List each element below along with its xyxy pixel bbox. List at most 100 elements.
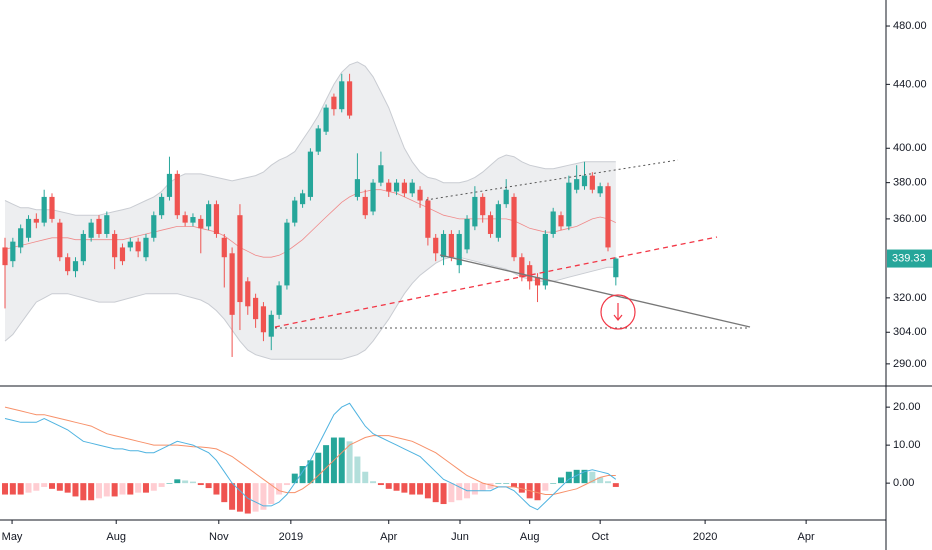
candle-body [292, 200, 298, 223]
candle-body [198, 218, 204, 229]
candle-body [127, 241, 133, 248]
candle-body [550, 211, 556, 234]
histogram-bar [166, 483, 173, 484]
histogram-bar [323, 445, 330, 484]
histogram-bar [229, 483, 236, 510]
histogram-bar [346, 441, 353, 484]
candle-body [65, 257, 71, 272]
histogram-bar [424, 483, 431, 499]
y-tick-label: 320.00 [893, 292, 927, 304]
y-tick-label: 400.00 [893, 142, 927, 154]
y-tick-label: 440.00 [893, 78, 927, 90]
candle-body [143, 237, 149, 258]
x-tick-label: 2019 [279, 531, 303, 543]
histogram-bar [558, 477, 565, 484]
candle-body [370, 182, 376, 212]
candle-body [276, 285, 282, 315]
candle-body [104, 215, 110, 234]
histogram-bar [370, 481, 377, 484]
candle-layer [2, 73, 619, 357]
candle-body [174, 173, 180, 216]
histogram-bar [448, 483, 455, 503]
histogram-bar [307, 460, 314, 484]
y-tick-label: 380.00 [893, 177, 927, 189]
drawings [274, 159, 751, 330]
candle-body [574, 179, 580, 190]
histogram-bar [72, 483, 79, 497]
target-circle [600, 294, 636, 330]
candle-body [393, 182, 400, 192]
candle-body [206, 204, 212, 227]
candle-body [49, 196, 55, 219]
candle-body [72, 261, 79, 272]
candle-body [511, 196, 517, 258]
histogram-bar [9, 483, 16, 495]
candle-body [597, 186, 603, 194]
histogram-bar [565, 471, 572, 484]
histogram-bar [385, 483, 392, 489]
x-tick-label: 2020 [693, 531, 717, 543]
histogram-bar [573, 469, 580, 484]
candle-body [386, 182, 392, 192]
candle-body [401, 182, 407, 194]
candle-body [253, 297, 259, 320]
histogram-bar [487, 483, 494, 489]
histogram-bar [142, 483, 149, 493]
candle-body [57, 222, 63, 258]
histogram-bar [456, 483, 463, 501]
y-tick-label: 0.00 [893, 477, 914, 489]
histogram-bar [377, 483, 384, 486]
macd-line [4, 402, 617, 511]
histogram-bar [612, 483, 619, 487]
histogram-bar [518, 483, 525, 493]
candle-body [495, 204, 501, 238]
histogram-bar [150, 483, 157, 491]
y-tick-label: 290.00 [893, 358, 927, 370]
candle-body [558, 215, 564, 227]
candle-body [268, 314, 274, 337]
histogram-bar [95, 483, 102, 499]
histogram-bar [291, 473, 298, 484]
histogram-bar [252, 483, 259, 512]
histogram-bar [440, 483, 447, 505]
candle-body [464, 218, 470, 250]
histogram-bar [417, 483, 424, 495]
histogram-bar [197, 483, 204, 486]
histogram-bar [127, 483, 134, 495]
candle-body [425, 200, 431, 238]
histogram-bar [597, 477, 604, 484]
candle-body [213, 204, 220, 234]
histogram-bar [158, 483, 165, 487]
histogram-bar [189, 481, 196, 484]
x-tick-label: Oct [592, 531, 609, 543]
candle-body [80, 233, 86, 262]
histogram-bar [260, 483, 267, 510]
histogram-bar [362, 471, 369, 484]
histogram-bar [88, 483, 95, 501]
candle-body [503, 189, 509, 205]
candle-body [409, 182, 415, 194]
x-tick-label: Aug [520, 531, 540, 543]
candle-body [88, 222, 94, 238]
histogram-bar [479, 483, 486, 491]
band-fill [5, 61, 616, 360]
histogram-bar [283, 483, 290, 486]
support-line [274, 236, 718, 328]
band-lower [4, 256, 616, 360]
histogram-bar [534, 483, 541, 501]
histogram-bar [511, 483, 518, 487]
y-tick-label: 20.00 [893, 401, 921, 413]
candle-body [166, 173, 173, 197]
histogram-bar [213, 483, 220, 495]
histogram-bar [338, 437, 345, 484]
candle-body [519, 257, 525, 278]
candle-body [119, 247, 126, 262]
candle-body [182, 215, 188, 223]
x-tick-label: Apr [380, 531, 397, 543]
y-tick-label: 304.00 [893, 326, 927, 338]
arrow-head [613, 314, 623, 321]
x-tick-label: Aug [106, 531, 126, 543]
histogram-bar [135, 483, 142, 493]
candle-body [135, 241, 141, 252]
last-price-label: 339.33 [892, 252, 926, 264]
